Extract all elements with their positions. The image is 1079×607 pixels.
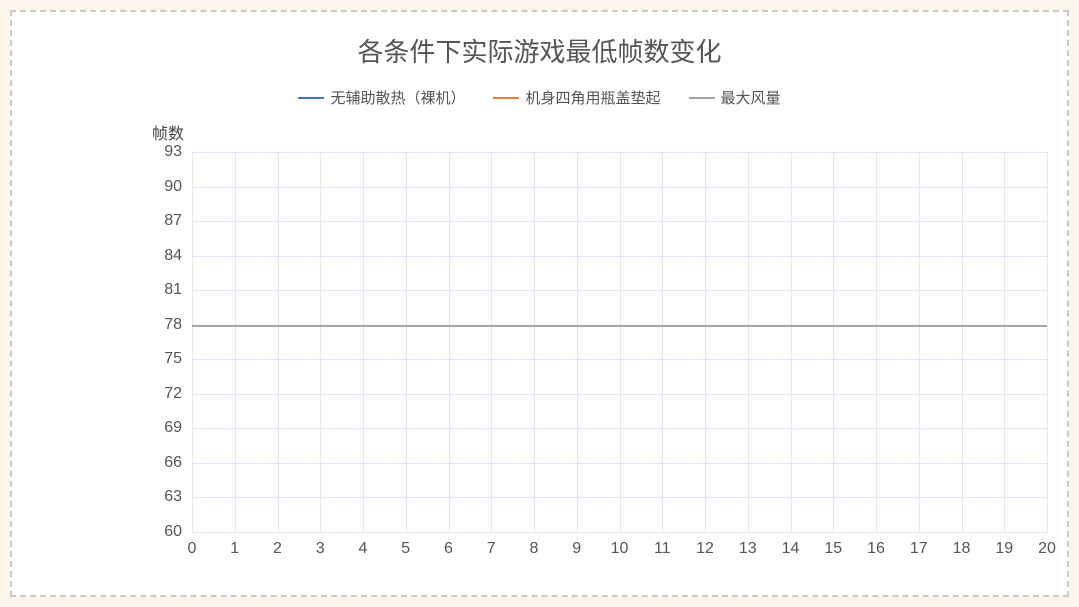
- x-tick-label: 7: [487, 532, 496, 558]
- x-tick-label: 1: [230, 532, 239, 558]
- legend-item-2: 最大风量: [689, 87, 781, 108]
- gridline-v: [235, 152, 236, 532]
- x-tick-label: 15: [824, 532, 842, 558]
- gridline-v: [577, 152, 578, 532]
- gridline-v: [534, 152, 535, 532]
- gridline-v: [449, 152, 450, 532]
- x-tick-label: 10: [611, 532, 629, 558]
- y-tick-label: 81: [164, 281, 192, 299]
- y-tick-label: 72: [164, 385, 192, 403]
- legend-label-2: 最大风量: [721, 87, 781, 108]
- x-tick-label: 2: [273, 532, 282, 558]
- x-tick-label: 20: [1038, 532, 1056, 558]
- gridline-v: [406, 152, 407, 532]
- x-tick-label: 6: [444, 532, 453, 558]
- y-tick-label: 75: [164, 350, 192, 368]
- y-tick-label: 69: [164, 419, 192, 437]
- y-tick-label: 87: [164, 212, 192, 230]
- gridline-v: [919, 152, 920, 532]
- x-tick-label: 17: [910, 532, 928, 558]
- y-tick-label: 93: [164, 143, 192, 161]
- legend: 无辅助散热（裸机） 机身四角用瓶盖垫起 最大风量: [12, 87, 1067, 108]
- x-tick-label: 16: [867, 532, 885, 558]
- x-tick-label: 14: [782, 532, 800, 558]
- gridline-v: [662, 152, 663, 532]
- legend-swatch-1: [493, 97, 519, 99]
- gridline-v: [1047, 152, 1048, 532]
- legend-swatch-2: [689, 97, 715, 99]
- gridline-v: [791, 152, 792, 532]
- legend-item-0: 无辅助散热（裸机）: [298, 87, 465, 108]
- legend-swatch-0: [298, 97, 324, 99]
- legend-label-0: 无辅助散热（裸机）: [330, 87, 465, 108]
- chart-frame: 各条件下实际游戏最低帧数变化 无辅助散热（裸机） 机身四角用瓶盖垫起 最大风量 …: [10, 10, 1069, 597]
- gridline-v: [876, 152, 877, 532]
- y-tick-label: 66: [164, 454, 192, 472]
- plot-area: 6063666972757881848790930123456789101112…: [192, 152, 1047, 532]
- gridline-v: [278, 152, 279, 532]
- gridline-v: [620, 152, 621, 532]
- x-tick-label: 11: [654, 532, 671, 558]
- x-tick-label: 3: [316, 532, 325, 558]
- x-tick-label: 4: [359, 532, 368, 558]
- gridline-v: [748, 152, 749, 532]
- y-tick-label: 63: [164, 488, 192, 506]
- y-axis-title: 帧数: [152, 120, 184, 144]
- gridline-v: [192, 152, 193, 532]
- x-tick-label: 13: [739, 532, 757, 558]
- y-tick-label: 90: [164, 178, 192, 196]
- x-tick-label: 18: [953, 532, 971, 558]
- series-line-2: [192, 325, 1047, 327]
- x-tick-label: 12: [696, 532, 714, 558]
- gridline-v: [491, 152, 492, 532]
- y-tick-label: 84: [164, 247, 192, 265]
- gridline-v: [363, 152, 364, 532]
- gridline-v: [320, 152, 321, 532]
- x-tick-label: 5: [401, 532, 410, 558]
- x-tick-label: 0: [188, 532, 197, 558]
- y-tick-label: 78: [164, 316, 192, 334]
- legend-label-1: 机身四角用瓶盖垫起: [525, 87, 660, 108]
- gridline-v: [1004, 152, 1005, 532]
- gridline-v: [962, 152, 963, 532]
- gridline-v: [705, 152, 706, 532]
- legend-item-1: 机身四角用瓶盖垫起: [493, 87, 660, 108]
- x-tick-label: 19: [995, 532, 1013, 558]
- chart-title: 各条件下实际游戏最低帧数变化: [12, 32, 1067, 69]
- x-tick-label: 8: [530, 532, 539, 558]
- x-tick-label: 9: [572, 532, 581, 558]
- gridline-v: [833, 152, 834, 532]
